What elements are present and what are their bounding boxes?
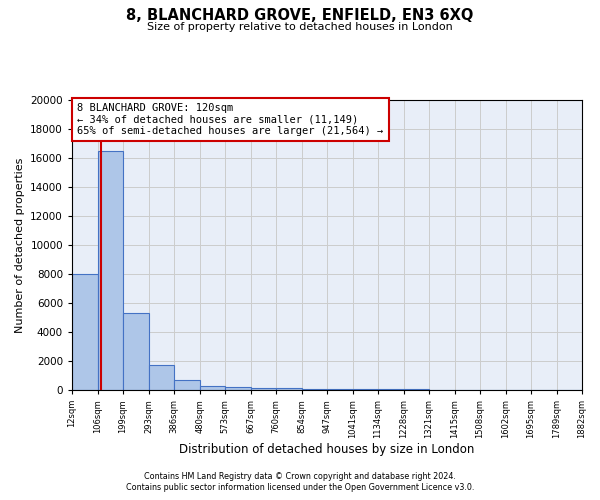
- Bar: [72, 274, 98, 390]
- Y-axis label: Number of detached properties: Number of detached properties: [14, 158, 25, 332]
- Text: 8 BLANCHARD GROVE: 120sqm
← 34% of detached houses are smaller (11,149)
65% of s: 8 BLANCHARD GROVE: 120sqm ← 34% of detac…: [77, 103, 383, 136]
- Bar: [174, 380, 200, 390]
- Bar: [327, 389, 353, 390]
- Bar: [123, 313, 149, 390]
- Bar: [302, 389, 327, 390]
- Bar: [200, 386, 225, 390]
- Text: Contains HM Land Registry data © Crown copyright and database right 2024.: Contains HM Land Registry data © Crown c…: [144, 472, 456, 481]
- Text: 8, BLANCHARD GROVE, ENFIELD, EN3 6XQ: 8, BLANCHARD GROVE, ENFIELD, EN3 6XQ: [127, 8, 473, 22]
- Bar: [225, 387, 251, 390]
- Text: Size of property relative to detached houses in London: Size of property relative to detached ho…: [147, 22, 453, 32]
- Bar: [251, 388, 276, 390]
- Bar: [98, 151, 123, 390]
- Text: Contains public sector information licensed under the Open Government Licence v3: Contains public sector information licen…: [126, 484, 474, 492]
- Bar: [149, 364, 174, 390]
- Text: Distribution of detached houses by size in London: Distribution of detached houses by size …: [179, 442, 475, 456]
- Bar: [276, 388, 302, 390]
